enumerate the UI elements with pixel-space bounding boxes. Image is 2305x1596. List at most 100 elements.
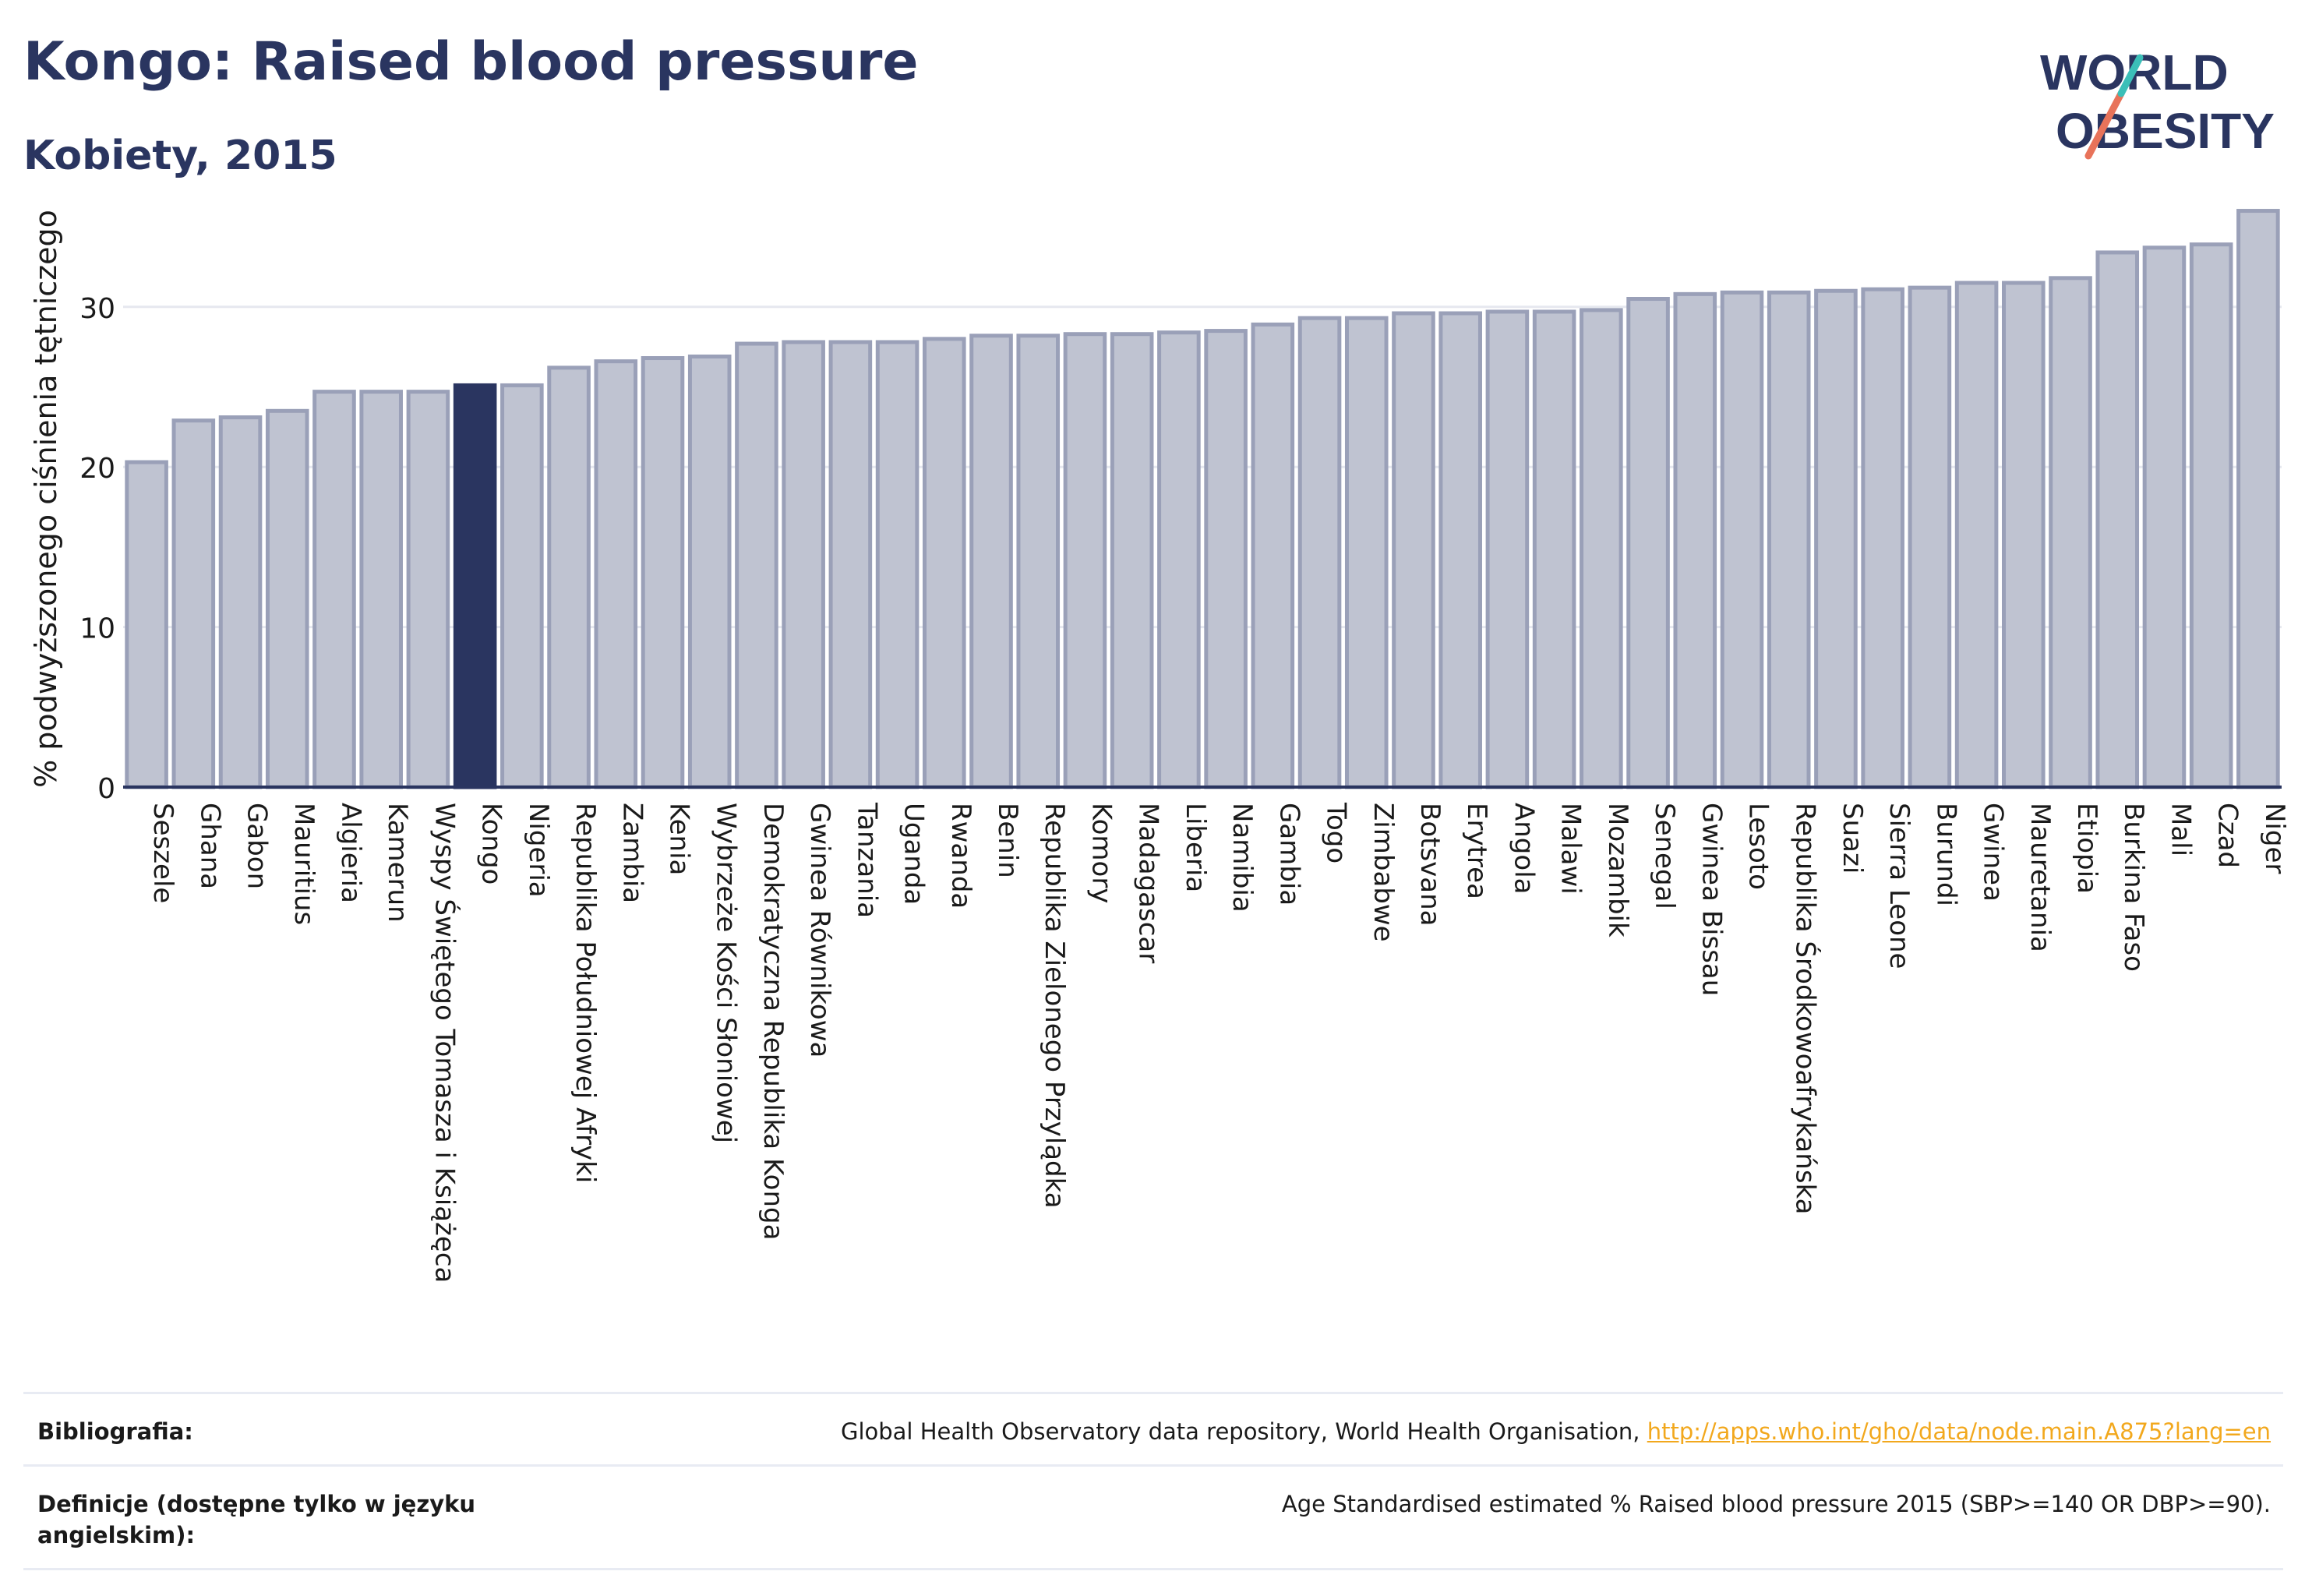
x-tick-label: Gwinea Równikowa (804, 803, 835, 1058)
bar (1532, 309, 1576, 789)
y-tick-label: 10 (79, 613, 115, 645)
definitions-text: Age Standardised estimated % Raised bloo… (1281, 1491, 2271, 1517)
bar (969, 334, 1013, 789)
bar (1908, 285, 1952, 789)
x-tick-label: Nigeria (523, 803, 554, 898)
chart-subtitle: Kobiety, 2015 (23, 132, 337, 179)
x-tick-label: Senegal (1649, 803, 1680, 909)
bar (1580, 308, 1623, 789)
bar (2095, 250, 2140, 789)
bar (782, 340, 825, 789)
bar (2142, 245, 2187, 789)
x-tick-label: Wybrzeże Kości Słoniowej (711, 803, 742, 1143)
bar (1626, 297, 1670, 789)
x-tick-label: Republika Zielonego Przylądka (1039, 803, 1070, 1209)
x-tick-label: Lesoto (1743, 803, 1774, 890)
bar (1063, 332, 1107, 789)
bar (1438, 311, 1482, 789)
category-labels: Seszele Ghana Gabon Mauritius Algieria Kameru… (147, 802, 2290, 1283)
bar (1673, 291, 1717, 789)
x-tick-label: Demokratyczna Republika Konga (757, 803, 789, 1240)
definitions-row: Definicje (dostępne tylko w języku angie… (23, 1464, 2283, 1570)
x-tick-label: Algieria (335, 803, 366, 903)
x-tick-label: Wyspy Świętego Tomasza i Książęca (429, 803, 461, 1283)
x-tick-label: Togo (1321, 802, 1352, 863)
bibliography-value: Global Health Observatory data repositor… (841, 1416, 2283, 1447)
bar (2189, 242, 2233, 789)
x-tick-label: Sierra Leone (1883, 803, 1915, 969)
bar (923, 337, 966, 789)
bar (828, 340, 873, 789)
bar (1861, 287, 1904, 789)
bar (735, 341, 778, 789)
logo-slash-upper (2117, 54, 2144, 97)
bibliography-label: Bibliografia: (37, 1418, 193, 1445)
bar (1392, 311, 1435, 789)
world-obesity-logo: WORLD OBESITY (2040, 44, 2275, 160)
x-tick-label: Zambia (616, 803, 648, 903)
bar-highlighted (453, 383, 497, 789)
x-tick-label: Kenia (664, 803, 695, 875)
chart-footer: Bibliografia: Global Health Observatory … (23, 1392, 2283, 1570)
bibliography-link[interactable]: http://apps.who.int/gho/data/node.main.A… (1647, 1418, 2271, 1445)
bar (1110, 332, 1154, 789)
x-tick-label: Republika Południowej Afryki (570, 803, 601, 1183)
bars (125, 209, 2280, 789)
bar (1814, 288, 1858, 789)
x-tick-label: Gwinea Bissau (1696, 803, 1727, 996)
definitions-label: Definicje (dostępne tylko w języku angie… (37, 1491, 476, 1548)
bar (1344, 316, 1389, 789)
x-tick-label: Seszele (147, 803, 178, 903)
bar-chart: 0 10 20 30 Seszele Ghana Gabon Mauritius Algier… (29, 209, 2290, 1283)
x-tick-label: Gwinea (1978, 803, 2009, 902)
x-tick-label: Angola (1508, 803, 1539, 894)
x-tick-label: Botsvana (1414, 803, 1445, 927)
x-tick-label: Komory (1085, 803, 1117, 903)
x-tick-label: Gabon (242, 803, 273, 889)
axes: 0 10 20 30 (79, 293, 2282, 805)
bar (265, 408, 309, 789)
bar (1720, 290, 1764, 789)
bar (171, 418, 216, 789)
x-tick-label: Zimbabwe (1368, 803, 1399, 942)
bar (2049, 276, 2092, 789)
x-tick-label: Burundi (1930, 803, 1961, 906)
bar (406, 390, 450, 789)
bar (687, 354, 732, 789)
bar (2002, 281, 2046, 789)
x-tick-label: Ghana (194, 803, 225, 889)
bar (547, 365, 591, 789)
x-tick-label: Mali (2165, 803, 2196, 856)
x-tick-label: Namibia (1227, 803, 1258, 913)
x-tick-label: Liberia (1180, 803, 1211, 892)
bar (1297, 316, 1342, 789)
x-tick-label: Niger (2259, 803, 2290, 874)
bibliography-row: Bibliografia: Global Health Observatory … (23, 1392, 2283, 1464)
y-axis-label: % podwyższonego ciśnienia tętniczego (29, 210, 63, 788)
chart-title: Kongo: Raised blood pressure (23, 31, 919, 93)
bar (1204, 329, 1248, 789)
bar (1954, 281, 1999, 789)
y-tick-label: 0 (97, 773, 115, 805)
bibliography-text: Global Health Observatory data repositor… (840, 1418, 1640, 1445)
x-tick-label: Kongo (476, 803, 507, 885)
x-tick-label: Etiopia (2071, 803, 2102, 894)
x-tick-label: Erytrea (1461, 803, 1492, 899)
bar (1016, 334, 1061, 789)
x-tick-label: Czad (2212, 803, 2243, 868)
x-tick-label: Suazi (1837, 803, 1868, 874)
x-tick-label: Malawi (1555, 803, 1587, 895)
bar (359, 390, 403, 789)
x-tick-label: Burkina Faso (2118, 803, 2149, 972)
x-tick-label: Benin (992, 803, 1023, 878)
bar (1485, 309, 1530, 789)
x-tick-label: Mauritius (288, 803, 319, 925)
bar (875, 340, 920, 789)
x-tick-label: Tanzania (851, 802, 882, 918)
x-tick-label: Madagascar (1133, 803, 1164, 963)
bar (594, 359, 638, 789)
bar (312, 390, 356, 789)
bar (641, 356, 685, 789)
bar (1157, 330, 1201, 789)
x-tick-label: Uganda (898, 803, 930, 905)
